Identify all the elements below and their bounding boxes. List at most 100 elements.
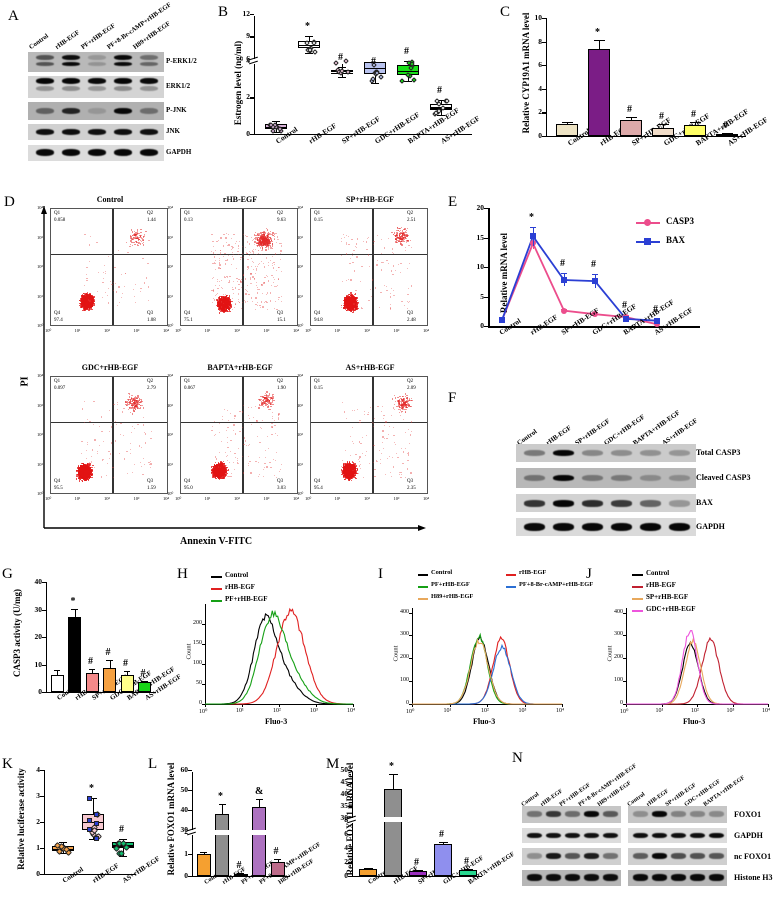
quadrant-vline: [112, 209, 114, 325]
panel-d-ylabel: PI: [19, 376, 31, 387]
flow-event: [88, 293, 90, 295]
flow-event: [81, 304, 84, 307]
flow-event: [85, 295, 88, 297]
flow-event: [93, 304, 95, 307]
flow-event: [93, 300, 95, 302]
bar: [588, 49, 610, 136]
blot-band: [35, 149, 55, 156]
y-tick: [542, 65, 546, 67]
median-line: [397, 70, 419, 73]
flow-event: [85, 292, 87, 295]
flow-event: [93, 296, 95, 298]
y-tick-label: 9: [246, 31, 250, 41]
error-bar-cap: [561, 122, 573, 124]
data-point: [378, 74, 384, 80]
y-axis: [546, 18, 548, 136]
error-bar-cap: [593, 40, 605, 42]
flow-event: [91, 309, 93, 311]
flow-event: [133, 230, 136, 233]
flow-event: [82, 297, 84, 299]
y-tick-label: 0: [246, 129, 250, 138]
data-point: [410, 77, 417, 83]
flow-event: [89, 307, 91, 310]
flow-event: [143, 239, 145, 242]
error-bar-cap: [625, 116, 637, 118]
blot-band: [113, 149, 133, 156]
y-tick: [250, 97, 254, 99]
flow-event: [90, 307, 92, 309]
flow-event: [90, 299, 92, 301]
flow-event: [136, 230, 138, 233]
y-tick: [542, 112, 546, 114]
flow-event: [83, 299, 85, 301]
y-tick-label: 8: [538, 36, 542, 46]
y-tick: [250, 134, 254, 136]
blot-band: [87, 78, 107, 84]
flow-event: [91, 303, 93, 306]
flow-event: [84, 294, 87, 296]
significance-marker: #: [404, 45, 409, 57]
flow-event: [84, 295, 86, 298]
y-axis: [254, 16, 256, 134]
flow-event: [87, 304, 89, 306]
significance-marker: #: [371, 55, 376, 67]
blot-strip: [28, 145, 164, 161]
error-bar: [695, 121, 696, 125]
blot-band: [139, 55, 159, 60]
whisker-cap-upper: [271, 120, 281, 122]
flow-event: [81, 302, 83, 304]
whisker-upper: [441, 100, 442, 105]
flow-event: [88, 296, 90, 298]
error-bar: [663, 124, 664, 128]
blot-band: [139, 85, 159, 91]
y-tick: [250, 36, 254, 38]
flow-event: [84, 300, 86, 302]
flow-event: [130, 243, 132, 246]
flow-event: [89, 293, 92, 295]
flow-event: [85, 299, 88, 302]
blot-band: [61, 85, 81, 91]
flow-event: [83, 309, 86, 311]
flow-event: [88, 300, 91, 302]
blot-strip: [28, 76, 164, 98]
whisker-lower: [441, 110, 442, 115]
flow-event: [92, 302, 94, 304]
whisker-cap-lower: [337, 77, 347, 79]
flow-event: [89, 300, 91, 302]
flow-event: [87, 306, 89, 308]
panel-b: B Estrogen level (ng/ml) 0 2 4 6 9 12 Control *…: [212, 0, 492, 182]
blot-row-label: P-ERK1/2: [166, 57, 197, 65]
panel-c-ylabel: Relative CYP19A1 mRNA level: [521, 12, 531, 134]
flow-event: [86, 302, 88, 304]
flow-event: [87, 300, 89, 302]
flow-event: [81, 305, 83, 308]
flow-event: [93, 299, 96, 301]
flow-event: [79, 304, 81, 307]
flow-event: [87, 297, 90, 300]
blot-band: [87, 61, 107, 66]
flow-event: [82, 306, 84, 308]
flow-event: [86, 307, 88, 309]
blot-band: [35, 85, 55, 91]
quadrant-hline: [51, 253, 167, 256]
blot-band: [113, 129, 133, 135]
flow-event: [82, 302, 85, 304]
flow-event: [87, 293, 89, 296]
flow-plot-title: Control: [96, 195, 124, 204]
blot-band: [87, 129, 107, 135]
flow-event: [91, 305, 93, 307]
blot-band: [61, 55, 81, 60]
flow-event: [81, 306, 83, 308]
x-axis: [546, 136, 746, 138]
panel-d: D PI Control Q1 0.058 Q2 1.44 Q3 1.08 Q4 97.4 10⁰…: [0, 186, 432, 566]
blot-band: [113, 85, 133, 91]
significance-marker: #: [338, 52, 343, 64]
flow-event: [80, 299, 82, 301]
flow-event: [88, 301, 90, 304]
significance-marker: #: [437, 85, 442, 97]
flow-event: [86, 291, 89, 294]
flow-event: [89, 304, 92, 307]
flow-event: [88, 294, 90, 297]
blot-band: [61, 78, 81, 84]
flow-event: [91, 299, 93, 301]
